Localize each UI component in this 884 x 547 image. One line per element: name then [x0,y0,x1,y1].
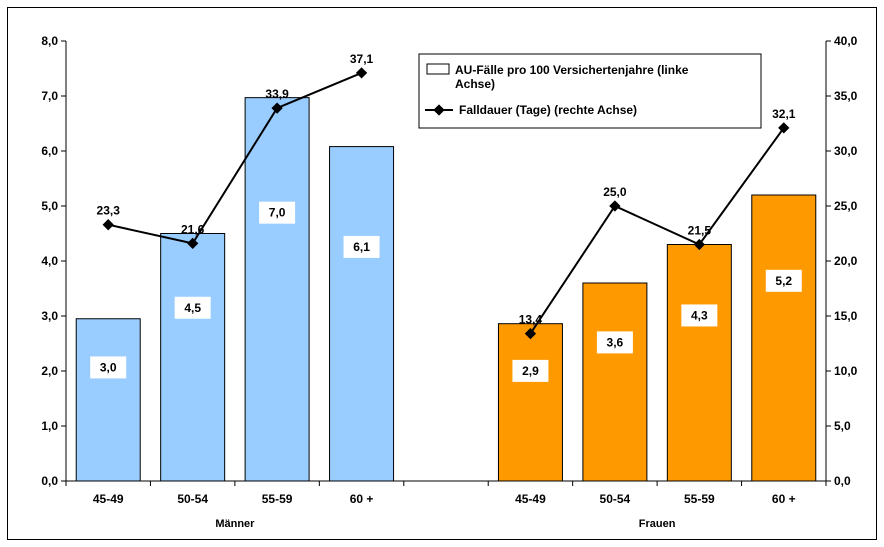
bar-value-label: 5,2 [775,274,792,288]
left-tick-label: 1,0 [41,419,58,433]
bar [666,244,732,482]
line-point [693,238,705,251]
left-tick-label: 2,0 [41,364,58,378]
bar-value-label: 3,0 [100,360,117,374]
group-label: Männer [215,518,255,530]
line-point [102,219,114,231]
left-tick-label: 7,0 [41,89,58,103]
right-tick-label: 20,0 [834,254,858,268]
bar [75,318,141,482]
bar-label-box [174,296,211,319]
legend-bar-swatch [426,63,450,75]
right-tick-label: 0,0 [834,474,851,488]
right-tick-label: 5,0 [834,419,851,433]
line-value-label: 23,3 [97,204,121,218]
bar [244,97,310,482]
right-tick-label: 40,0 [834,34,858,48]
x-tick-label: 45-49 [93,492,124,506]
bar-label-box [765,269,802,292]
x-tick-label: 55-59 [684,492,715,506]
line-point [609,200,621,212]
line-value-label: 13,4 [519,313,543,327]
bar-value-label: 3,6 [607,335,624,349]
group-label: Frauen [639,518,676,530]
bar [329,146,395,482]
line-value-label: 32,1 [772,107,796,121]
right-tick-label: 25,0 [834,199,858,213]
bar [582,282,648,482]
line-value-label: 37,1 [350,52,374,66]
line-value-label: 21,5 [688,224,712,238]
bar [751,194,817,482]
line-value-label: 33,9 [265,87,289,101]
bar-label-box [90,356,127,379]
x-tick-label: 50-54 [600,492,631,506]
left-tick-label: 5,0 [41,199,58,213]
bar-label-box [512,359,549,382]
x-tick-label: 45-49 [515,492,546,506]
left-tick-label: 8,0 [41,34,58,48]
x-tick-label: 60 + [772,492,796,506]
left-tick-label: 6,0 [41,144,58,158]
bar-value-label: 2,9 [522,364,539,378]
bar-label-box [343,235,380,258]
line-point [524,327,537,340]
line-value-label: 25,0 [603,185,627,199]
bar [497,323,563,482]
right-tick-label: 15,0 [834,309,858,323]
x-tick-label: 60 + [350,492,374,506]
bar-value-label: 6,1 [353,240,370,254]
bar [160,233,226,482]
right-tick-label: 10,0 [834,364,858,378]
bar-label-box [596,331,633,354]
left-tick-label: 0,0 [41,474,58,488]
x-tick-label: 50-54 [177,492,208,506]
left-tick-label: 3,0 [41,309,58,323]
line-value-label: 21,6 [181,222,205,236]
bar-label-box [681,304,718,327]
bar-value-label: 7,0 [269,206,286,220]
line-point [355,67,368,79]
left-tick-label: 4,0 [41,254,58,268]
legend-label-line: Falldauer (Tage) (rechte Achse) [459,103,637,117]
right-tick-label: 35,0 [834,89,858,103]
legend-box [418,53,762,129]
x-tick-label: 55-59 [262,492,293,506]
legend-label-bars: AU-Fälle pro 100 Versichertenjahre (link… [455,63,689,77]
duration-line [108,71,362,245]
duration-line [529,127,785,335]
bar-value-label: 4,3 [691,308,708,322]
legend-label-bars: Achse) [455,77,495,91]
right-tick-label: 30,0 [834,144,858,158]
bar-value-label: 4,5 [184,301,201,315]
line-point [187,237,199,250]
bar-label-box [259,201,296,224]
